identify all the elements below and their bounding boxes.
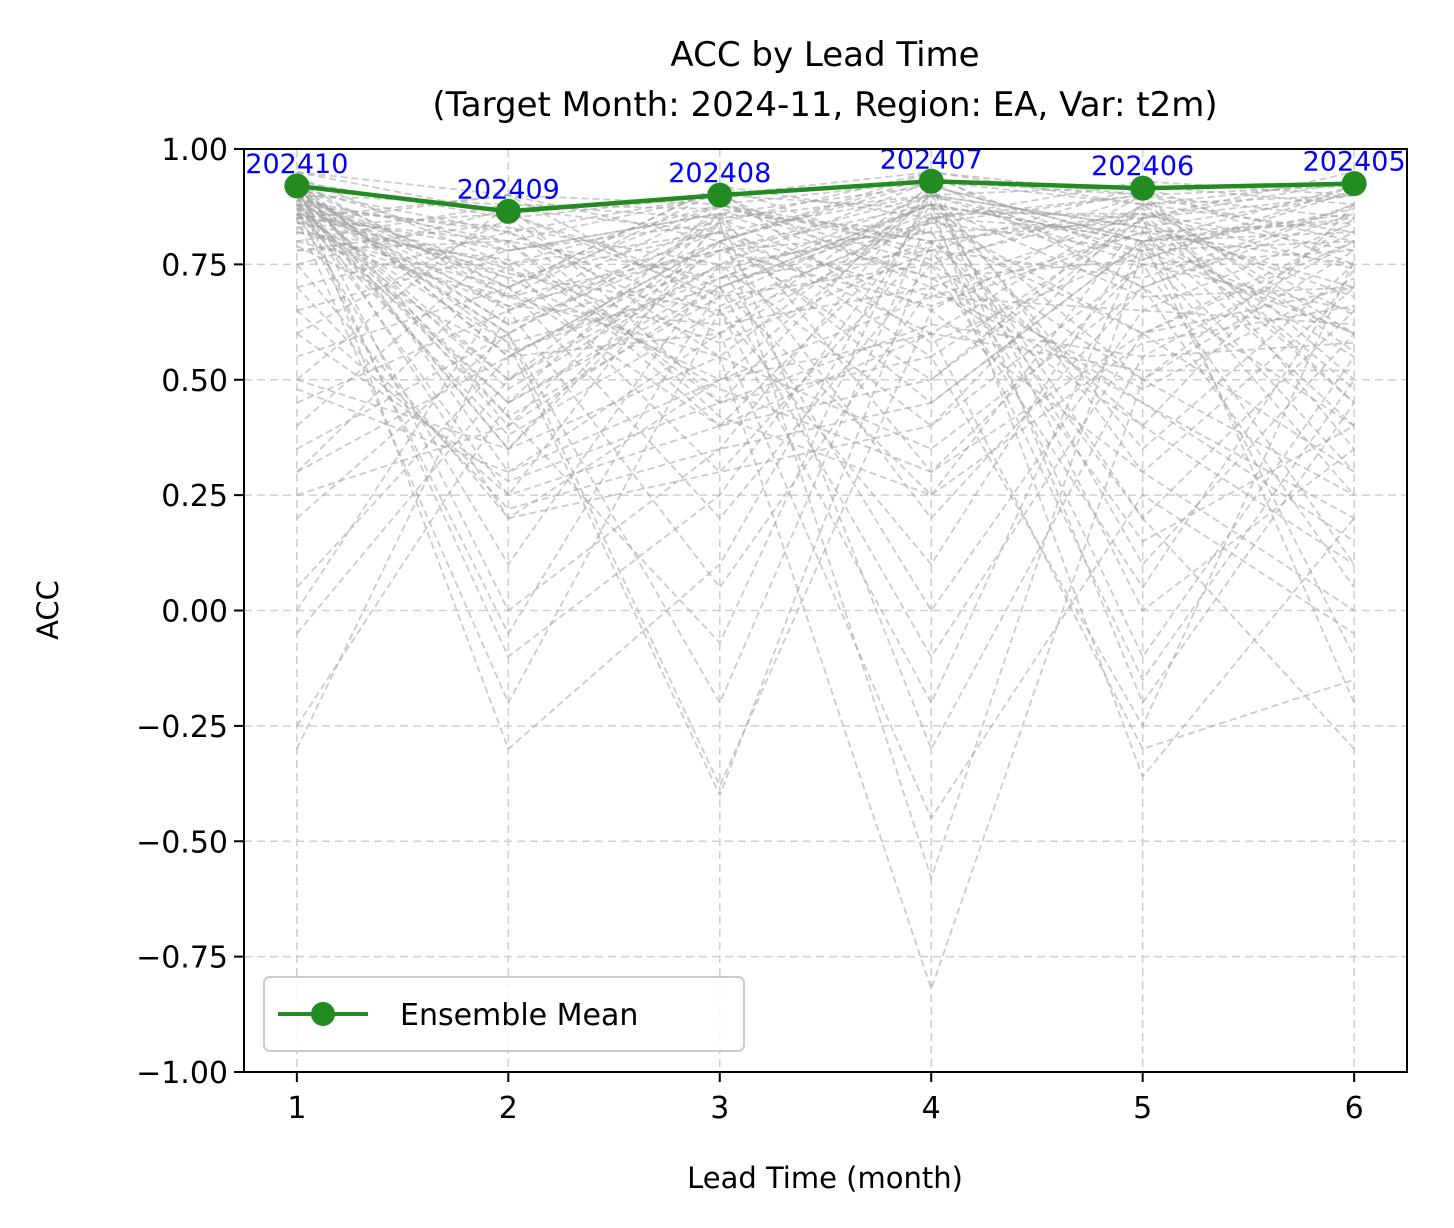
legend-box bbox=[263, 976, 745, 1052]
member-line-9 bbox=[296, 175, 1355, 266]
member-line-61 bbox=[296, 239, 1355, 658]
member-line-27 bbox=[296, 180, 1355, 427]
x-tick-label: 3 bbox=[710, 1091, 729, 1126]
y-tick-label: 0.50 bbox=[161, 364, 228, 399]
member-line-82 bbox=[296, 203, 1355, 344]
member-line-33 bbox=[296, 212, 1355, 474]
ensemble-mean-point-6 bbox=[1341, 171, 1367, 197]
member-line-19 bbox=[296, 184, 1355, 335]
legend-marker-ensemble-mean bbox=[311, 1002, 335, 1026]
chart-title: ACC by Lead Time bbox=[670, 35, 979, 75]
member-line-86 bbox=[296, 185, 1355, 280]
member-line-67 bbox=[296, 231, 1355, 474]
member-line-69 bbox=[296, 221, 1355, 497]
y-tick-label: 1.00 bbox=[161, 133, 228, 168]
point-label-202409: 202409 bbox=[457, 174, 560, 205]
member-line-2 bbox=[296, 171, 1355, 220]
member-line-68 bbox=[296, 217, 1355, 404]
member-line-48 bbox=[296, 212, 1355, 705]
member-line-13 bbox=[296, 171, 1355, 335]
member-line-54 bbox=[296, 180, 1355, 705]
ensemble-mean-series bbox=[284, 168, 1367, 224]
x-axis-ticks: 1 2 3 4 5 6 bbox=[287, 1072, 1364, 1126]
member-line-51 bbox=[296, 332, 1355, 821]
y-tick-label: −0.75 bbox=[136, 941, 228, 976]
member-line-43 bbox=[296, 286, 1355, 750]
member-line-71 bbox=[296, 203, 1355, 390]
point-label-202408: 202408 bbox=[668, 158, 771, 189]
member-line-46 bbox=[296, 194, 1355, 705]
member-line-63 bbox=[296, 263, 1355, 565]
member-line-16 bbox=[296, 194, 1355, 312]
legend-label-ensemble-mean: Ensemble Mean bbox=[400, 998, 638, 1033]
y-tick-label: −0.25 bbox=[136, 710, 228, 745]
ensemble-mean-line bbox=[296, 179, 1355, 214]
x-tick-label: 2 bbox=[499, 1091, 518, 1126]
member-line-12 bbox=[296, 185, 1355, 289]
member-line-44 bbox=[296, 183, 1355, 645]
member-line-58 bbox=[296, 194, 1355, 750]
member-line-73 bbox=[296, 208, 1355, 298]
member-line-8 bbox=[296, 171, 1355, 243]
member-line-47 bbox=[296, 309, 1355, 789]
member-line-52 bbox=[296, 199, 1355, 882]
member-line-56 bbox=[296, 203, 1355, 779]
member-line-38 bbox=[296, 194, 1355, 659]
y-tick-label: 0.00 bbox=[161, 595, 228, 630]
x-tick-label: 6 bbox=[1345, 1091, 1364, 1126]
x-tick-label: 5 bbox=[1133, 1091, 1152, 1126]
ensemble-mean-point-5 bbox=[1130, 175, 1156, 201]
member-line-29 bbox=[296, 231, 1355, 404]
y-tick-label: 0.25 bbox=[161, 479, 228, 514]
member-line-80 bbox=[296, 175, 1355, 326]
member-line-49 bbox=[296, 212, 1355, 752]
x-axis-label: Lead Time (month) bbox=[687, 1161, 963, 1195]
point-label-202410: 202410 bbox=[245, 149, 348, 180]
y-tick-label: −1.00 bbox=[136, 1056, 228, 1091]
member-line-60 bbox=[296, 212, 1355, 543]
y-axis-ticks: −1.00 −0.75 −0.50 −0.25 0.00 0.25 0.50 0.75 1.00 bbox=[136, 133, 244, 1091]
ensemble-mean-point-4 bbox=[918, 168, 944, 194]
ensemble-mean-point-1 bbox=[284, 173, 310, 199]
member-line-34 bbox=[296, 184, 1355, 612]
x-tick-label: 4 bbox=[922, 1091, 941, 1126]
y-axis-label: ACC bbox=[31, 580, 65, 640]
ensemble-mean-point-3 bbox=[707, 182, 733, 208]
member-line-37 bbox=[296, 212, 1355, 589]
member-line-32 bbox=[296, 203, 1355, 566]
member-line-31 bbox=[296, 217, 1355, 473]
member-line-1 bbox=[296, 171, 1355, 206]
member-line-65 bbox=[296, 240, 1355, 588]
member-line-50 bbox=[296, 185, 1355, 798]
member-line-25 bbox=[296, 203, 1355, 428]
member-line-53 bbox=[296, 249, 1355, 992]
member-line-66 bbox=[296, 194, 1355, 381]
ensemble-mean-point-2 bbox=[495, 198, 521, 224]
member-line-26 bbox=[296, 176, 1355, 474]
member-line-84 bbox=[296, 203, 1355, 354]
member-line-81 bbox=[296, 194, 1355, 353]
y-tick-label: −0.50 bbox=[136, 825, 228, 860]
x-tick-label: 1 bbox=[287, 1091, 306, 1126]
member-line-57 bbox=[296, 259, 1355, 728]
member-line-85 bbox=[296, 189, 1355, 390]
y-tick-label: 0.75 bbox=[161, 248, 228, 283]
point-label-202405: 202405 bbox=[1303, 147, 1406, 178]
member-line-39 bbox=[296, 263, 1355, 611]
member-line-62 bbox=[296, 185, 1355, 590]
chart-subtitle: (Target Month: 2024-11, Region: EA, Var:… bbox=[432, 85, 1217, 125]
legend: Ensemble Mean bbox=[263, 976, 745, 1052]
member-line-17 bbox=[296, 180, 1355, 335]
member-line-64 bbox=[296, 203, 1355, 543]
point-label-202406: 202406 bbox=[1091, 151, 1194, 182]
member-line-21 bbox=[296, 194, 1355, 358]
member-line-55 bbox=[296, 332, 1355, 751]
